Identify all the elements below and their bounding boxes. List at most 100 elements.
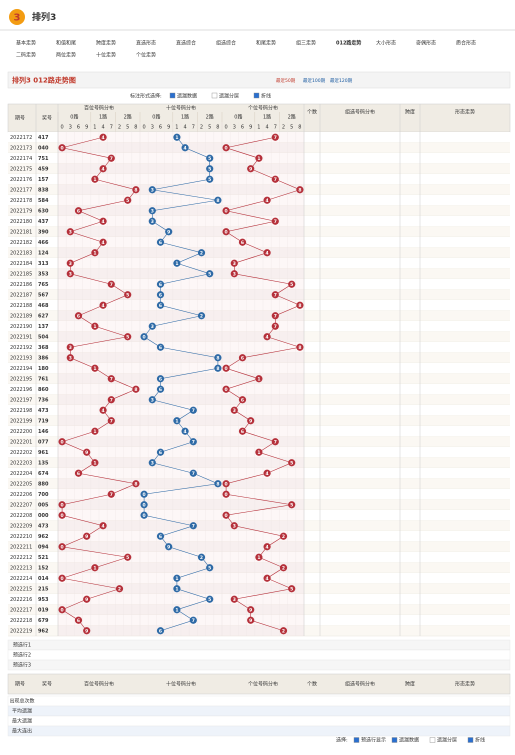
ball-digit: 7 — [192, 471, 195, 477]
ball-digit: 5 — [290, 282, 293, 288]
ball — [83, 595, 91, 603]
head-issue: 期号 — [15, 682, 25, 688]
ball-digit: 4 — [266, 545, 269, 551]
ball — [107, 154, 115, 162]
route-head: 0路 — [234, 114, 242, 121]
checkbox[interactable] — [429, 737, 436, 743]
nav-link[interactable]: 012路走势 — [336, 40, 361, 47]
issue: 2022217 — [10, 607, 32, 613]
ball — [156, 291, 165, 299]
route-head: 1路 — [99, 114, 107, 121]
ball-digit: 4 — [102, 408, 105, 414]
ball-digit: 5 — [208, 566, 211, 572]
ball-digit: 7 — [110, 398, 113, 404]
period-link[interactable]: 最近100期 — [303, 77, 326, 84]
digit-head: 8 — [216, 125, 219, 131]
issue: 2022179 — [10, 208, 32, 214]
ball-digit: 0 — [61, 146, 64, 152]
ball-digit: 4 — [102, 167, 105, 173]
number: 417 — [38, 135, 49, 141]
nav-link[interactable]: 二码走势 — [16, 52, 36, 59]
ball-digit: 4 — [102, 303, 105, 309]
nav-link[interactable]: 和值和尾 — [56, 40, 76, 47]
number: 880 — [38, 481, 49, 487]
nav-link[interactable]: 组选综合 — [216, 40, 236, 47]
ball — [156, 627, 165, 635]
ball-digit: 7 — [192, 408, 195, 414]
issue: 2022182 — [10, 240, 32, 246]
number: 751 — [38, 156, 49, 162]
ball — [148, 207, 156, 215]
checkbox[interactable] — [391, 737, 398, 743]
ball-digit: 4 — [102, 135, 105, 141]
ball — [99, 301, 107, 309]
number: 473 — [38, 408, 49, 414]
nav-link[interactable]: 奇偶形态 — [416, 40, 436, 47]
number: 567 — [38, 292, 49, 298]
period-link[interactable]: 最近120期 — [330, 77, 353, 84]
number: 468 — [38, 303, 49, 309]
nav-link[interactable]: 基本走势 — [16, 40, 36, 47]
ball-digit: 9 — [249, 608, 252, 614]
nav-link[interactable]: 质合形态 — [456, 40, 476, 47]
extra-head: 组选号码分布 — [345, 109, 375, 116]
ball-digit: 4 — [266, 251, 269, 257]
nav-link[interactable]: 跨度走势 — [96, 40, 116, 47]
ball — [124, 291, 132, 299]
issue: 2022192 — [10, 345, 32, 351]
ball-digit: 4 — [184, 429, 187, 435]
nav-link[interactable]: 直选综合 — [176, 40, 196, 47]
nav-link[interactable]: 和尾走势 — [256, 40, 276, 47]
ball-digit: 9 — [85, 450, 88, 456]
ball — [148, 322, 156, 330]
checkbox[interactable] — [353, 737, 360, 743]
number: 390 — [38, 229, 49, 235]
ball — [296, 343, 304, 351]
checkbox[interactable] — [253, 92, 260, 99]
checkbox[interactable] — [169, 92, 176, 99]
ball — [263, 249, 271, 257]
ball — [99, 406, 107, 414]
ball — [197, 249, 206, 257]
issue: 2022186 — [10, 282, 32, 288]
nav-link[interactable]: 十位走势 — [96, 52, 116, 59]
checkbox[interactable] — [211, 92, 218, 99]
ball-digit: 5 — [126, 335, 129, 341]
number: 761 — [38, 376, 49, 382]
digit-head: 9 — [85, 125, 88, 131]
ball-digit: 6 — [159, 345, 162, 351]
issue: 2022184 — [10, 261, 32, 267]
number: 313 — [38, 261, 49, 267]
issue: 2022209 — [10, 523, 32, 529]
number: 437 — [38, 219, 49, 225]
nav-link[interactable]: 个位走势 — [136, 52, 156, 59]
ball — [74, 469, 83, 477]
ball — [173, 417, 181, 425]
nav-link[interactable]: 组三走势 — [296, 40, 316, 47]
ball — [222, 511, 230, 519]
ball — [214, 364, 222, 372]
option-label: 遗漏数据 — [399, 737, 419, 744]
period-link[interactable]: 最近50期 — [276, 77, 296, 84]
ball-digit: 9 — [249, 419, 252, 425]
ball-digit: 1 — [93, 251, 96, 257]
ball-digit: 4 — [184, 146, 187, 152]
number: 152 — [38, 565, 49, 571]
nav-link[interactable]: 直选形态 — [136, 40, 156, 47]
nav-link[interactable]: 大小形态 — [376, 40, 396, 47]
ball-digit: 0 — [143, 492, 146, 498]
ball — [255, 553, 263, 561]
issue: 2022216 — [10, 597, 32, 603]
number: 473 — [38, 523, 49, 529]
ball-digit: 3 — [69, 261, 72, 267]
ball — [148, 396, 156, 404]
ball — [115, 585, 124, 593]
nav-link[interactable]: 两位走势 — [56, 52, 76, 59]
ball-digit: 9 — [249, 167, 252, 173]
ball — [189, 438, 197, 446]
ball — [107, 396, 115, 404]
ball-digit: 3 — [233, 272, 236, 278]
ball-digit: 6 — [159, 282, 162, 288]
ball-digit: 0 — [61, 545, 64, 551]
checkbox[interactable] — [467, 737, 474, 743]
